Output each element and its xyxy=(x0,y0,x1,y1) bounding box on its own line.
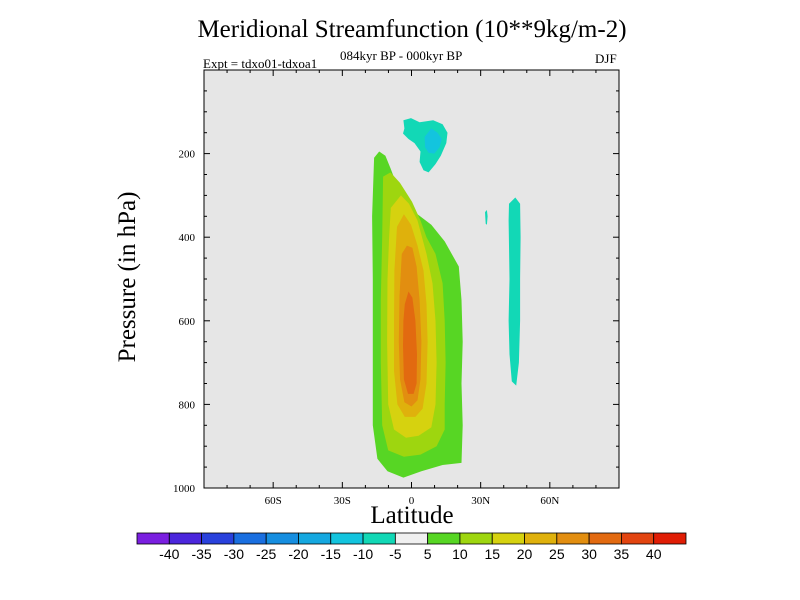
colorbar-swatch xyxy=(330,532,364,545)
colorbar-label: -20 xyxy=(288,546,308,562)
colorbar-swatch xyxy=(136,532,170,545)
colorbar-swatch xyxy=(201,532,235,545)
colorbar-label: 5 xyxy=(424,546,432,562)
colorbar-swatch xyxy=(621,532,655,545)
colorbar-swatch xyxy=(394,532,429,545)
colorbar-label: 35 xyxy=(614,546,630,562)
contour-fills xyxy=(372,118,521,478)
colorbar-label: -25 xyxy=(256,546,276,562)
colorbar-label: -5 xyxy=(389,546,402,562)
colorbar-label: 30 xyxy=(581,546,597,562)
colorbar-label: -15 xyxy=(321,546,341,562)
x-tick-label: 30S xyxy=(334,495,351,507)
colorbar-label: 10 xyxy=(452,546,468,562)
colorbar-swatch xyxy=(265,532,299,545)
colorbar-label: 40 xyxy=(646,546,662,562)
colorbar: -40 -35 -30 -25 -20 -15 -10 -5 5 10 15 20 25 30 35 40 xyxy=(136,532,687,562)
y-tick-label: 600 xyxy=(179,316,196,328)
y-tick-label: 400 xyxy=(179,232,196,244)
x-tick-label: 30N xyxy=(471,495,490,507)
y-tick-label: 1000 xyxy=(173,483,196,495)
colorbar-swatch xyxy=(653,532,687,545)
colorbar-label: -35 xyxy=(191,546,211,562)
colorbar-label: 25 xyxy=(549,546,565,562)
contour-region-5 xyxy=(403,291,417,394)
experiment-label: Expt = tdxo01-tdxoa1 xyxy=(203,56,318,71)
colorbar-swatch xyxy=(233,532,267,545)
colorbar-swatch xyxy=(459,532,493,545)
colorbar-label: -10 xyxy=(353,546,373,562)
y-tick-label: 200 xyxy=(179,149,196,161)
x-axis-ticks: 60S 30S 0 30N 60N xyxy=(226,70,597,507)
contour-region-7 xyxy=(424,128,442,154)
y-axis-ticks: 200 400 600 800 1000 xyxy=(173,90,619,495)
x-tick-label: 60N xyxy=(540,495,559,507)
colorbar-swatch xyxy=(298,532,332,545)
colorbar-swatch xyxy=(427,532,461,545)
colorbar-swatch xyxy=(556,532,590,545)
x-axis-label: Latitude xyxy=(370,502,454,529)
contour-region-9 xyxy=(485,210,488,225)
colorbar-label: 15 xyxy=(484,546,500,562)
colorbar-label: -40 xyxy=(159,546,179,562)
colorbar-label: 20 xyxy=(517,546,533,562)
colorbar-swatch xyxy=(491,532,525,545)
x-tick-label: 0 xyxy=(409,495,415,507)
chart-title: Meridional Streamfunction (10**9kg/m-2) xyxy=(197,16,627,43)
colorbar-swatch xyxy=(524,532,558,545)
chart-subtitle: 084kyr BP - 000kyr BP xyxy=(340,48,463,63)
colorbar-swatch xyxy=(588,532,622,545)
contour-region-8 xyxy=(508,197,521,386)
colorbar-swatch xyxy=(168,532,202,545)
colorbar-swatch xyxy=(362,532,396,545)
y-tick-label: 800 xyxy=(179,399,196,411)
colorbar-label: -30 xyxy=(224,546,244,562)
x-tick-label: 60S xyxy=(265,495,282,507)
season-label: DJF xyxy=(595,51,617,66)
